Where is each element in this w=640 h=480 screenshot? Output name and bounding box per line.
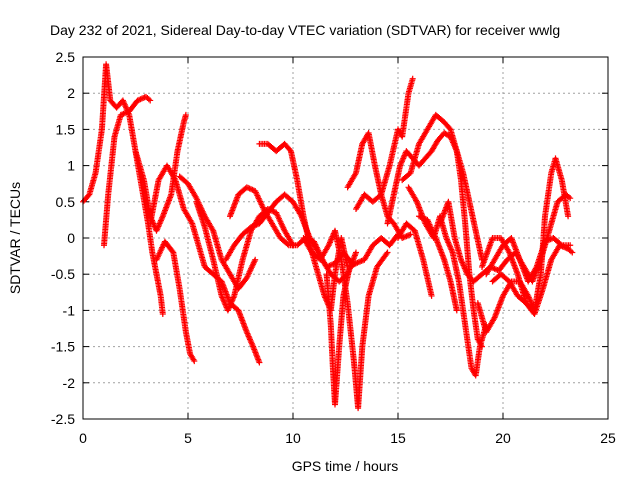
- data-point: [567, 195, 574, 202]
- series-arc-1: [80, 61, 166, 318]
- chart-title: Day 232 of 2021, Sidereal Day-to-day VTE…: [50, 22, 560, 38]
- plot-frame: [82, 56, 609, 420]
- data-point: [286, 146, 293, 153]
- data-point: [409, 75, 416, 82]
- y-tick-label: 2: [67, 85, 75, 101]
- series-arc-13: [344, 130, 414, 241]
- data-point: [567, 248, 574, 255]
- y-tick-label: 0.5: [56, 194, 76, 210]
- data-point: [351, 261, 358, 268]
- series-arc-23: [483, 235, 574, 285]
- y-tick-label: -2: [63, 375, 76, 391]
- data-point: [191, 358, 198, 365]
- y-tick-label: -0.5: [51, 266, 75, 282]
- data-point: [546, 236, 553, 243]
- series-arc-12: [323, 231, 401, 408]
- data-point: [428, 292, 435, 299]
- series-arc-15: [384, 130, 485, 263]
- data-point: [567, 242, 574, 249]
- series-arc-24: [489, 271, 530, 307]
- data-point: [384, 249, 391, 256]
- data-point: [169, 248, 176, 255]
- x-tick-label: 25: [600, 430, 616, 446]
- data-point: [182, 111, 189, 118]
- x-tick-label: 20: [495, 430, 511, 446]
- data-point: [523, 300, 530, 307]
- y-tick-label: 0: [67, 230, 75, 246]
- data-point: [521, 299, 528, 306]
- y-tick-label: -1.5: [51, 339, 75, 355]
- series-arc-2: [101, 93, 154, 249]
- data-point: [117, 111, 124, 118]
- series-arc-11: [300, 227, 391, 412]
- data-point: [407, 231, 414, 238]
- series-arc-22: [479, 235, 576, 318]
- y-tick-label: 1.5: [56, 121, 76, 137]
- series-arc-19: [395, 220, 435, 299]
- y-tick-label: 1: [67, 158, 75, 174]
- y-axis-label: SDTVAR / TECUs: [7, 182, 23, 294]
- series-arc-4: [147, 162, 263, 366]
- series-arc-10: [256, 140, 351, 314]
- data-point: [147, 97, 154, 104]
- x-tick-label: 10: [285, 430, 301, 446]
- y-tick-label: -1: [63, 302, 76, 318]
- data-point: [159, 311, 166, 318]
- series-arc-17: [405, 184, 490, 379]
- grid: [83, 57, 608, 419]
- y-axis-ticks: -2.5 -2 -1.5 -1 -0.5 0 0.5 1 1.5 2 2.5: [51, 49, 608, 427]
- y-tick-label: 2.5: [56, 49, 76, 65]
- data-point: [543, 238, 550, 245]
- data-point: [256, 359, 263, 366]
- series-arc-16: [399, 111, 485, 350]
- data-points: [80, 61, 576, 412]
- x-tick-label: 0: [79, 430, 87, 446]
- series-arc-14: [353, 75, 416, 213]
- data-point: [565, 213, 572, 220]
- data-point: [383, 250, 390, 257]
- y-tick-label: -2.5: [51, 411, 75, 427]
- data-point: [569, 249, 576, 256]
- x-tick-label: 15: [390, 430, 406, 446]
- data-point: [557, 241, 564, 248]
- series-arc-18: [416, 213, 460, 314]
- x-tick-label: 5: [184, 430, 192, 446]
- data-point: [284, 241, 291, 248]
- data-point: [353, 249, 359, 256]
- series-arc-5: [153, 238, 198, 365]
- data-point: [252, 256, 259, 263]
- x-axis-label: GPS time / hours: [292, 458, 399, 474]
- x-axis-ticks: 0 5 10 15 20 25: [79, 57, 616, 446]
- data-point: [453, 307, 460, 314]
- series-arc-7: [193, 198, 296, 314]
